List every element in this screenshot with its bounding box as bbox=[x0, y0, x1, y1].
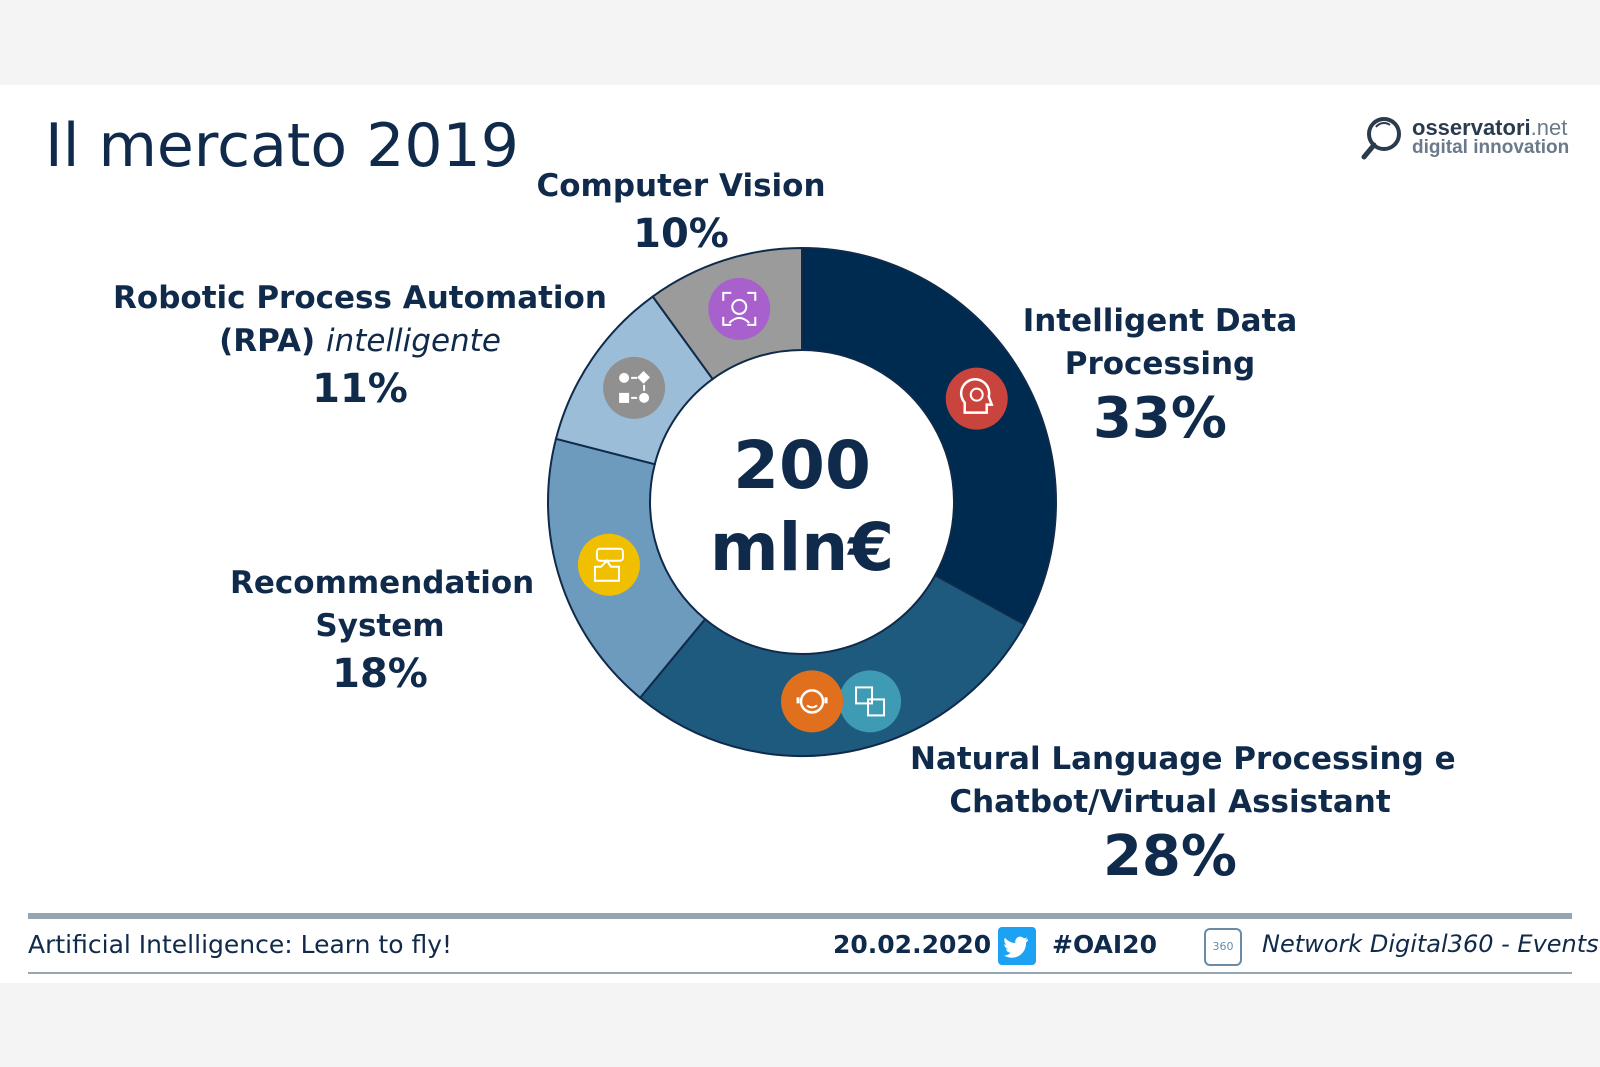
label-name: Intelligent Data bbox=[1022, 303, 1298, 339]
label-name: Robotic Process Automation bbox=[113, 280, 607, 316]
label-name: Recommendation bbox=[230, 565, 535, 601]
label-percent: 28% bbox=[1102, 824, 1238, 889]
footer-date: 20.02.2020 bbox=[833, 930, 992, 959]
label-name: Natural Language Processing e bbox=[910, 741, 1456, 777]
center-unit: mln€ bbox=[709, 509, 895, 586]
logo-tagline: digital innovation bbox=[1412, 137, 1570, 158]
donut-chart bbox=[547, 246, 1057, 757]
label-intelligent-data-processing: Intelligent Data Processing 33% bbox=[1010, 300, 1310, 452]
digital360-badge-icon: 360 bbox=[1204, 928, 1242, 966]
slide: Il mercato 2019 osservatori.net digital … bbox=[0, 85, 1600, 983]
label-recommendation-system: Recommendation System 18% bbox=[230, 562, 535, 700]
footer-network: Network Digital360 - Events bbox=[1262, 930, 1599, 958]
label-name-line2: (RPA) intelligente bbox=[219, 323, 501, 359]
process-flow-icon bbox=[603, 356, 666, 419]
label-percent: 11% bbox=[312, 366, 408, 412]
donut-slice-0 bbox=[801, 246, 1057, 626]
label-percent: 10% bbox=[633, 211, 729, 257]
label-name-line2: Processing bbox=[1064, 346, 1256, 382]
label-rpa: Robotic Process Automation (RPA) intelli… bbox=[100, 277, 620, 415]
footer-divider-bottom bbox=[28, 972, 1572, 974]
label-percent: 18% bbox=[332, 651, 428, 697]
footer-divider-top bbox=[28, 913, 1572, 919]
brain-icon bbox=[945, 367, 1008, 430]
center-value: 200 bbox=[733, 427, 871, 504]
footer-hashtag: #OAI20 bbox=[1052, 930, 1157, 959]
twitter-icon bbox=[998, 927, 1036, 965]
label-computer-vision: Computer Vision 10% bbox=[536, 165, 826, 260]
osservatori-logo: osservatori.net digital innovation bbox=[1360, 115, 1580, 165]
label-name-line2: Chatbot/Virtual Assistant bbox=[949, 784, 1391, 820]
label-percent: 33% bbox=[1092, 386, 1228, 451]
face-scan-icon bbox=[708, 277, 771, 340]
magnifier-logo-icon bbox=[1361, 117, 1401, 160]
thumbs-up-rating-icon bbox=[577, 533, 640, 596]
donut-slice-1 bbox=[638, 573, 1026, 757]
logo-text: osservatori.net bbox=[1412, 115, 1568, 140]
label-nlp-chatbot: Natural Language Processing e Chatbot/Vi… bbox=[910, 738, 1456, 890]
page-title: Il mercato 2019 bbox=[45, 111, 519, 181]
label-name-line2: System bbox=[315, 608, 445, 644]
footer-event-name: Artificial Intelligence: Learn to fly! bbox=[28, 930, 453, 959]
translate-icon bbox=[839, 670, 902, 733]
label-name: Computer Vision bbox=[536, 168, 826, 204]
donut-center-total: 200 mln€ bbox=[650, 425, 954, 589]
chatbot-translate-icon bbox=[781, 670, 844, 733]
